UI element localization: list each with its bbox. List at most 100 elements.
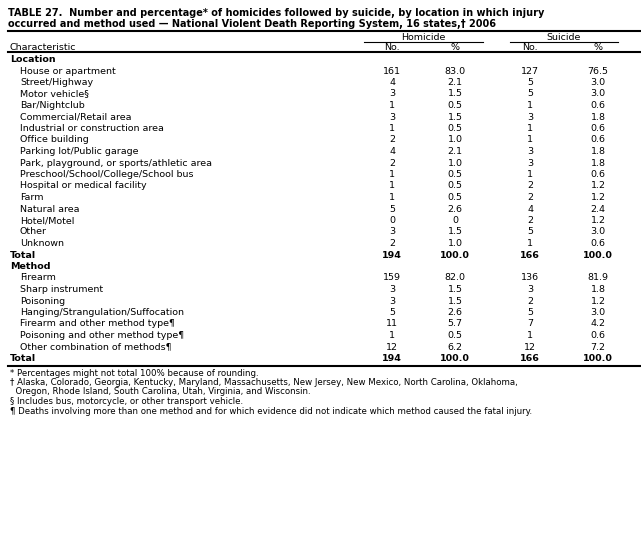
Text: Poisoning and other method type¶: Poisoning and other method type¶	[20, 331, 184, 340]
Text: 1.5: 1.5	[447, 89, 463, 98]
Text: 3.0: 3.0	[590, 227, 606, 237]
Text: 2: 2	[389, 136, 395, 144]
Text: 3: 3	[389, 113, 395, 121]
Text: 100.0: 100.0	[440, 354, 470, 363]
Text: 1: 1	[527, 170, 533, 179]
Text: 1.5: 1.5	[447, 296, 463, 305]
Text: 82.0: 82.0	[444, 273, 465, 283]
Text: 83.0: 83.0	[444, 66, 465, 76]
Text: Farm: Farm	[20, 193, 44, 202]
Text: 2: 2	[389, 239, 395, 248]
Text: 2.6: 2.6	[447, 204, 463, 214]
Text: 3.0: 3.0	[590, 89, 606, 98]
Text: 2.4: 2.4	[590, 204, 606, 214]
Text: 1: 1	[527, 239, 533, 248]
Text: 1.5: 1.5	[447, 285, 463, 294]
Text: 3: 3	[389, 285, 395, 294]
Text: 4: 4	[527, 204, 533, 214]
Text: 3.0: 3.0	[590, 78, 606, 87]
Text: 0.6: 0.6	[590, 331, 606, 340]
Text: 1: 1	[389, 101, 395, 110]
Text: 5.7: 5.7	[447, 320, 463, 328]
Text: 3: 3	[527, 159, 533, 167]
Text: Preschool/School/College/School bus: Preschool/School/College/School bus	[20, 170, 194, 179]
Text: 5: 5	[389, 204, 395, 214]
Text: 5: 5	[527, 89, 533, 98]
Text: 1: 1	[527, 331, 533, 340]
Text: ¶ Deaths involving more than one method and for which evidence did not indicate : ¶ Deaths involving more than one method …	[10, 406, 532, 416]
Text: No.: No.	[522, 43, 538, 52]
Text: 2.6: 2.6	[447, 308, 463, 317]
Text: 3.0: 3.0	[590, 308, 606, 317]
Text: Homicide: Homicide	[401, 33, 445, 42]
Text: 81.9: 81.9	[588, 273, 608, 283]
Text: occurred and method used — National Violent Death Reporting System, 16 states,† : occurred and method used — National Viol…	[8, 19, 496, 29]
Text: 194: 194	[382, 250, 402, 260]
Text: 1: 1	[389, 124, 395, 133]
Text: 1.8: 1.8	[590, 113, 606, 121]
Text: 1: 1	[389, 193, 395, 202]
Text: 1: 1	[527, 101, 533, 110]
Text: 161: 161	[383, 66, 401, 76]
Text: 2: 2	[527, 216, 533, 225]
Text: 1.0: 1.0	[447, 159, 463, 167]
Text: 100.0: 100.0	[583, 354, 613, 363]
Text: 0.6: 0.6	[590, 101, 606, 110]
Text: Total: Total	[10, 250, 36, 260]
Text: 1.2: 1.2	[590, 182, 606, 191]
Text: 3: 3	[527, 113, 533, 121]
Text: 1.8: 1.8	[590, 159, 606, 167]
Text: Firearm and other method type¶: Firearm and other method type¶	[20, 320, 175, 328]
Text: 0.5: 0.5	[447, 124, 463, 133]
Text: 1: 1	[389, 182, 395, 191]
Text: Sharp instrument: Sharp instrument	[20, 285, 103, 294]
Text: 5: 5	[389, 308, 395, 317]
Text: Other combination of methods¶: Other combination of methods¶	[20, 343, 172, 351]
Text: 5: 5	[527, 227, 533, 237]
Text: 3: 3	[527, 285, 533, 294]
Text: Hanging/Strangulation/Suffocation: Hanging/Strangulation/Suffocation	[20, 308, 184, 317]
Text: Suicide: Suicide	[547, 33, 581, 42]
Text: 7.2: 7.2	[590, 343, 606, 351]
Text: Oregon, Rhode Island, South Carolina, Utah, Virginia, and Wisconsin.: Oregon, Rhode Island, South Carolina, Ut…	[10, 388, 311, 396]
Text: 2: 2	[527, 182, 533, 191]
Text: 2.1: 2.1	[447, 78, 463, 87]
Text: 0.5: 0.5	[447, 331, 463, 340]
Text: 4.2: 4.2	[590, 320, 606, 328]
Text: 4: 4	[389, 78, 395, 87]
Text: 6.2: 6.2	[447, 343, 463, 351]
Text: Poisoning: Poisoning	[20, 296, 65, 305]
Text: Location: Location	[10, 55, 56, 64]
Text: %: %	[594, 43, 603, 52]
Text: 166: 166	[520, 250, 540, 260]
Text: 1.2: 1.2	[590, 296, 606, 305]
Text: 1.0: 1.0	[447, 136, 463, 144]
Text: 1.8: 1.8	[590, 147, 606, 156]
Text: 1: 1	[389, 331, 395, 340]
Text: 3: 3	[527, 147, 533, 156]
Text: 1.5: 1.5	[447, 113, 463, 121]
Text: Unknown: Unknown	[20, 239, 64, 248]
Text: Total: Total	[10, 354, 36, 363]
Text: 1: 1	[527, 124, 533, 133]
Text: Parking lot/Public garage: Parking lot/Public garage	[20, 147, 138, 156]
Text: 0.5: 0.5	[447, 101, 463, 110]
Text: 100.0: 100.0	[583, 250, 613, 260]
Text: Characteristic: Characteristic	[10, 43, 76, 52]
Text: Office building: Office building	[20, 136, 88, 144]
Text: 0.6: 0.6	[590, 239, 606, 248]
Text: TABLE 27.  Number and percentage* of homicides followed by suicide, by location : TABLE 27. Number and percentage* of homi…	[8, 8, 544, 18]
Text: Park, playground, or sports/athletic area: Park, playground, or sports/athletic are…	[20, 159, 212, 167]
Text: 2: 2	[389, 159, 395, 167]
Text: 194: 194	[382, 354, 402, 363]
Text: 0.6: 0.6	[590, 124, 606, 133]
Text: § Includes bus, motorcycle, or other transport vehicle.: § Includes bus, motorcycle, or other tra…	[10, 397, 243, 406]
Text: 1.0: 1.0	[447, 239, 463, 248]
Text: 1.2: 1.2	[590, 216, 606, 225]
Text: 136: 136	[521, 273, 539, 283]
Text: 1: 1	[389, 170, 395, 179]
Text: Hotel/Motel: Hotel/Motel	[20, 216, 74, 225]
Text: Other: Other	[20, 227, 47, 237]
Text: 0.5: 0.5	[447, 182, 463, 191]
Text: 12: 12	[524, 343, 536, 351]
